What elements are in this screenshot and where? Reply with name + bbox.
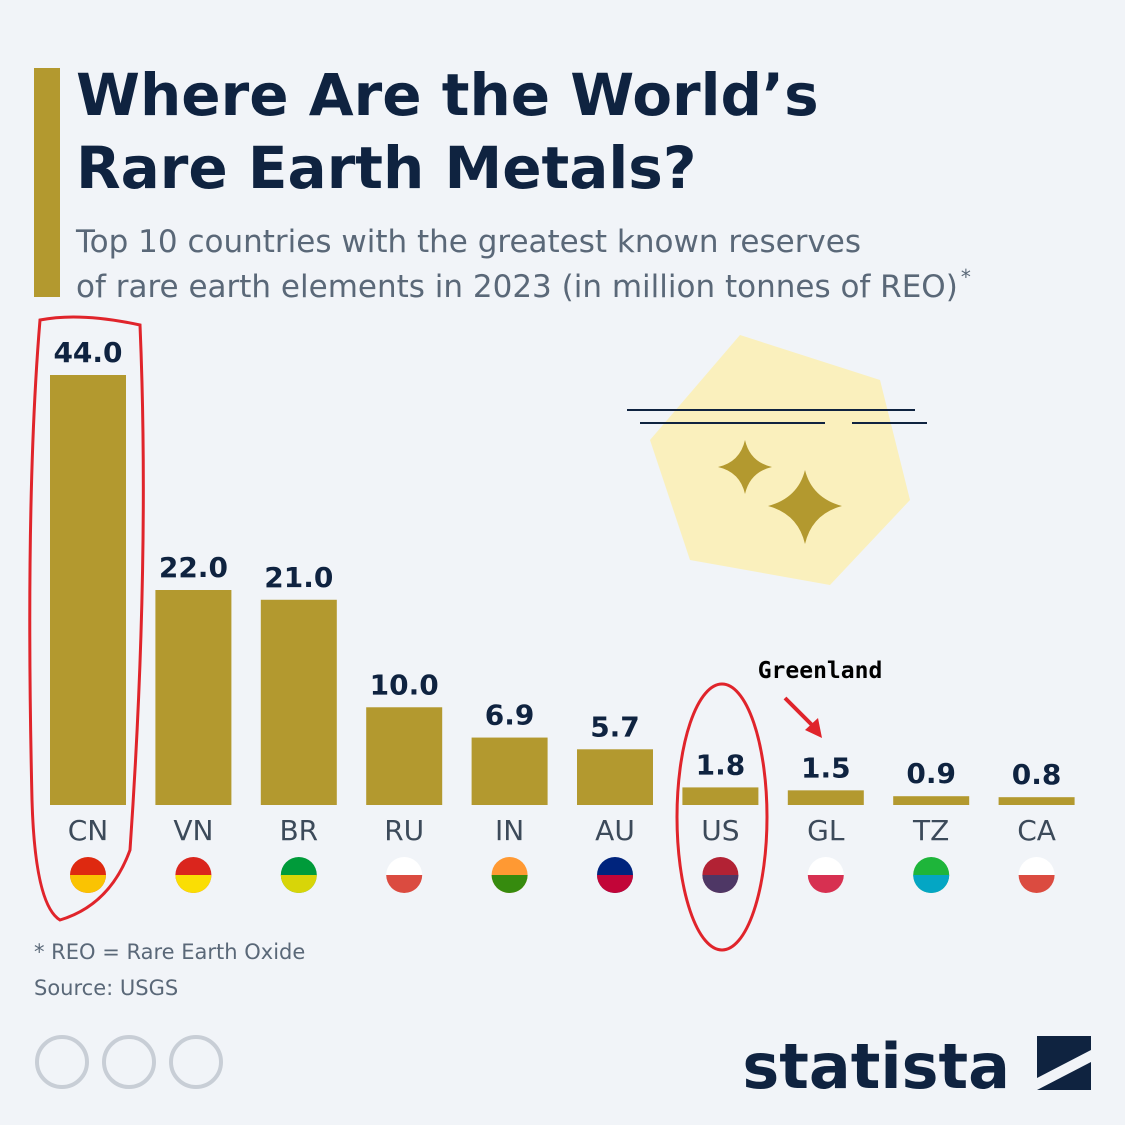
footnote: * REO = Rare Earth Oxide	[34, 940, 305, 964]
value-label: 1.5	[801, 751, 851, 784]
x-tick-label: VN	[173, 814, 213, 847]
brand: statista	[742, 1030, 1010, 1103]
value-label: 10.0	[370, 668, 439, 701]
flag	[597, 875, 633, 893]
bar	[787, 790, 864, 805]
chart-title: Rare Earth Metals?	[76, 134, 696, 202]
annotation-arrow	[783, 696, 822, 738]
flag	[70, 875, 106, 893]
flags	[70, 857, 1055, 893]
value-label: 21.0	[264, 561, 333, 594]
decoration	[627, 335, 927, 585]
bar	[998, 797, 1075, 805]
bar	[260, 599, 337, 805]
flag	[280, 875, 317, 893]
flag	[1018, 875, 1055, 893]
flag	[913, 875, 950, 893]
bar	[577, 749, 653, 805]
x-tick-label: BR	[279, 814, 318, 847]
x-tick-label: IN	[495, 814, 524, 847]
x-tick-label: US	[701, 814, 739, 847]
bar	[682, 787, 759, 805]
flag	[702, 875, 739, 893]
x-tick-label: CN	[68, 814, 109, 847]
flag	[175, 875, 212, 893]
bar	[893, 796, 970, 805]
chart-title: Where Are the World’s	[76, 61, 819, 129]
value-label: 44.0	[53, 336, 122, 369]
subtitle: Top 10 countries with the greatest known…	[75, 224, 861, 260]
value-label: 0.9	[906, 757, 956, 790]
highlight-outline	[28, 315, 145, 922]
x-tick-label: RU	[384, 814, 424, 847]
annotation: Greenland	[758, 658, 883, 684]
value-label: 0.8	[1012, 758, 1062, 791]
x-tick-label: CA	[1017, 814, 1056, 847]
subtitle: of rare earth elements in 2023 (in milli…	[76, 269, 958, 305]
flag	[807, 875, 844, 893]
flag	[386, 875, 423, 893]
value-label: 22.0	[159, 551, 228, 584]
bar	[366, 707, 443, 805]
brand-logo	[1037, 1036, 1091, 1090]
flag	[491, 875, 528, 893]
x-tick-label: GL	[807, 814, 845, 847]
highlight-ellipse	[675, 682, 769, 952]
bar	[155, 590, 232, 805]
value-label: 6.9	[485, 699, 535, 732]
x-tick-label: TZ	[912, 814, 949, 847]
x-tick-label: AU	[595, 814, 635, 847]
value-label: 1.8	[696, 748, 746, 781]
bar	[50, 375, 126, 805]
title-accent	[34, 68, 60, 297]
value-label: 5.7	[590, 710, 640, 743]
source: Source: USGS	[34, 976, 178, 1000]
subtitle-mark: *	[961, 265, 971, 289]
license-icons	[35, 1035, 223, 1089]
bar	[471, 737, 548, 805]
